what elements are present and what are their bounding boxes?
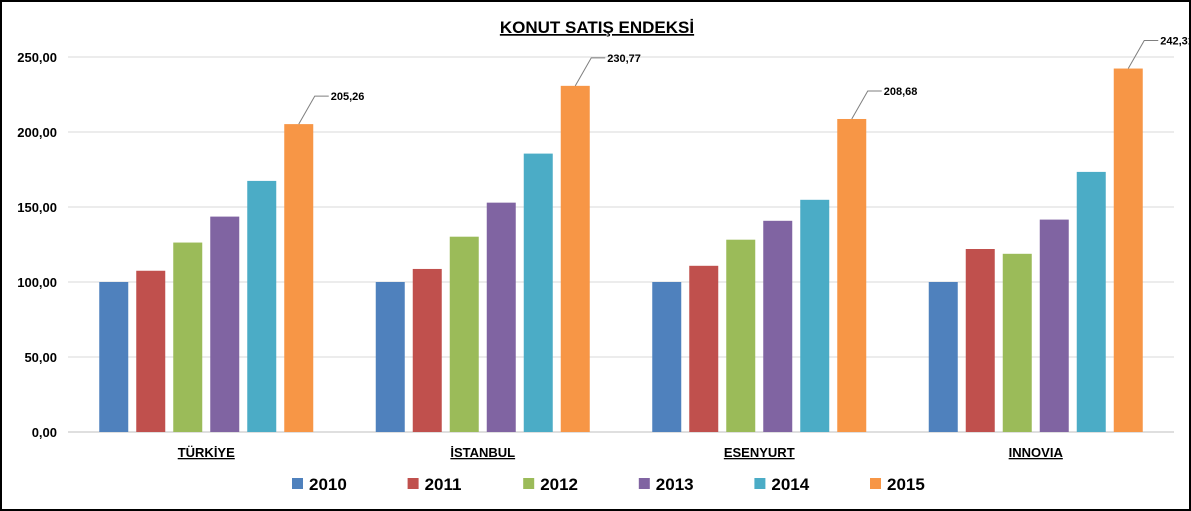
legend-label: 2010 <box>309 475 347 494</box>
bar-2015 <box>837 118 867 432</box>
bar-2013 <box>763 220 793 432</box>
x-category-label: INNOVIA <box>1009 445 1064 460</box>
legend-label: 2013 <box>656 475 694 494</box>
y-axis: 0,00 50,00 100,00 150,00 200,00 250,00 <box>17 50 57 440</box>
bar-2015 <box>284 124 314 433</box>
bar-2013 <box>210 216 240 432</box>
x-category-label: ESENYURT <box>724 445 795 460</box>
data-label: 205,26 <box>331 91 365 103</box>
bar-2010 <box>99 282 129 432</box>
data-label: 230,77 <box>607 53 641 65</box>
bar-2014 <box>800 199 830 432</box>
x-category-label: TÜRKİYE <box>178 445 235 460</box>
bar-2012 <box>726 239 756 432</box>
data-label: 242,31 <box>1160 36 1189 48</box>
bar-2011 <box>689 265 719 432</box>
legend-swatch-2013 <box>638 478 650 489</box>
y-tick-label: 100,00 <box>17 275 57 290</box>
bar-2014 <box>247 180 277 432</box>
data-labels: 205,26 230,77 208,68 242,31 <box>298 36 1189 125</box>
legend-label: 2011 <box>425 475 462 494</box>
bar-2010 <box>928 282 958 432</box>
label-leader-line <box>574 57 606 87</box>
y-tick-label: 200,00 <box>17 125 57 140</box>
legend-swatch-2014 <box>754 478 766 489</box>
bar-2013 <box>1039 219 1069 432</box>
x-axis: TÜRKİYE İSTANBUL ESENYURT INNOVIA <box>178 445 1064 460</box>
bar-2015 <box>1113 68 1143 432</box>
y-tick-label: 50,00 <box>24 350 57 365</box>
legend-label: 2014 <box>771 475 809 494</box>
bar-2010 <box>375 282 405 432</box>
data-label: 208,68 <box>884 86 918 98</box>
x-category-label: İSTANBUL <box>450 445 515 460</box>
label-leader-line <box>851 90 882 120</box>
legend-swatch-2015 <box>870 478 881 489</box>
bar-2012 <box>1002 253 1032 432</box>
y-tick-label: 150,00 <box>17 200 57 215</box>
bar-2011 <box>965 249 995 432</box>
bar-2012 <box>173 242 203 432</box>
y-tick-label: 250,00 <box>17 50 57 65</box>
bar-2010 <box>652 282 682 432</box>
legend-label: 2015 <box>887 475 925 494</box>
bar-2015 <box>560 85 590 432</box>
bar-2014 <box>1076 171 1106 432</box>
chart-title: KONUT SATIŞ ENDEKSİ <box>500 18 694 37</box>
label-leader-line <box>298 95 329 125</box>
legend: 2010 2011 2012 2013 2014 2015 <box>292 475 925 494</box>
bar-2011 <box>412 268 442 432</box>
bars <box>99 68 1143 433</box>
legend-label: 2012 <box>540 475 578 494</box>
bar-2012 <box>449 236 479 432</box>
legend-swatch-2012 <box>523 478 535 489</box>
bar-2014 <box>523 153 553 432</box>
bar-2013 <box>486 202 516 432</box>
bar-2011 <box>136 270 166 432</box>
legend-swatch-2010 <box>292 478 303 489</box>
legend-swatch-2011 <box>407 478 419 489</box>
y-tick-label: 0,00 <box>32 425 57 440</box>
label-leader-line <box>1127 40 1159 69</box>
